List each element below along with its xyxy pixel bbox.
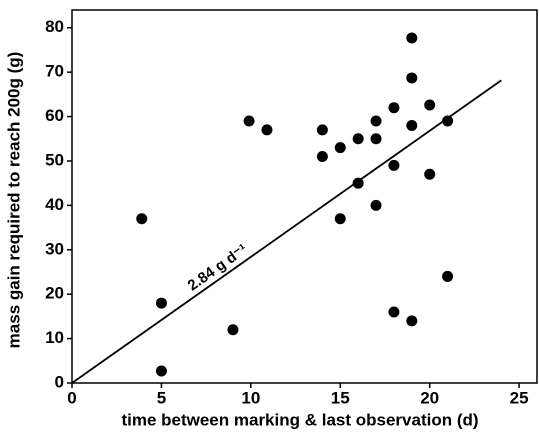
x-tick-label: 15	[331, 388, 350, 407]
point	[406, 119, 418, 131]
y-tick-label: 0	[55, 372, 64, 391]
x-tick-label: 10	[241, 388, 260, 407]
x-tick-label: 0	[67, 388, 76, 407]
point	[370, 115, 382, 127]
y-tick-label: 50	[45, 150, 64, 169]
point	[406, 32, 418, 44]
y-tick-label: 30	[45, 239, 64, 258]
point	[155, 297, 167, 309]
x-axis-label: time between marking & last observation …	[121, 410, 478, 429]
point	[406, 315, 418, 327]
point	[316, 124, 328, 136]
x-tick-label: 20	[420, 388, 439, 407]
point	[227, 324, 239, 336]
point	[243, 115, 255, 127]
point	[406, 72, 418, 84]
fit-line	[71, 79, 502, 384]
y-tick-label: 10	[45, 328, 64, 347]
point	[316, 151, 328, 163]
point	[370, 133, 382, 145]
point	[442, 115, 454, 127]
point	[261, 124, 273, 136]
point	[424, 168, 436, 180]
point	[370, 199, 382, 211]
y-tick-label: 20	[45, 284, 64, 303]
point	[334, 213, 346, 225]
plot-frame	[71, 9, 538, 384]
y-tick-label: 70	[45, 62, 64, 81]
point	[388, 159, 400, 171]
y-tick-label: 40	[45, 195, 64, 214]
point	[388, 102, 400, 114]
point	[334, 142, 346, 154]
y-tick-label: 60	[45, 106, 64, 125]
point	[136, 213, 148, 225]
point	[442, 270, 454, 282]
point	[155, 365, 167, 377]
y-tick-label: 80	[45, 17, 64, 36]
point	[424, 99, 436, 111]
fit-label: 2.84 g d⁻¹	[185, 241, 251, 295]
x-tick-label: 25	[510, 388, 529, 407]
point	[352, 133, 364, 145]
point	[352, 177, 364, 189]
y-axis-label: mass gain required to reach 200g (g)	[4, 52, 23, 349]
x-tick-label: 5	[157, 388, 166, 407]
point	[388, 306, 400, 318]
